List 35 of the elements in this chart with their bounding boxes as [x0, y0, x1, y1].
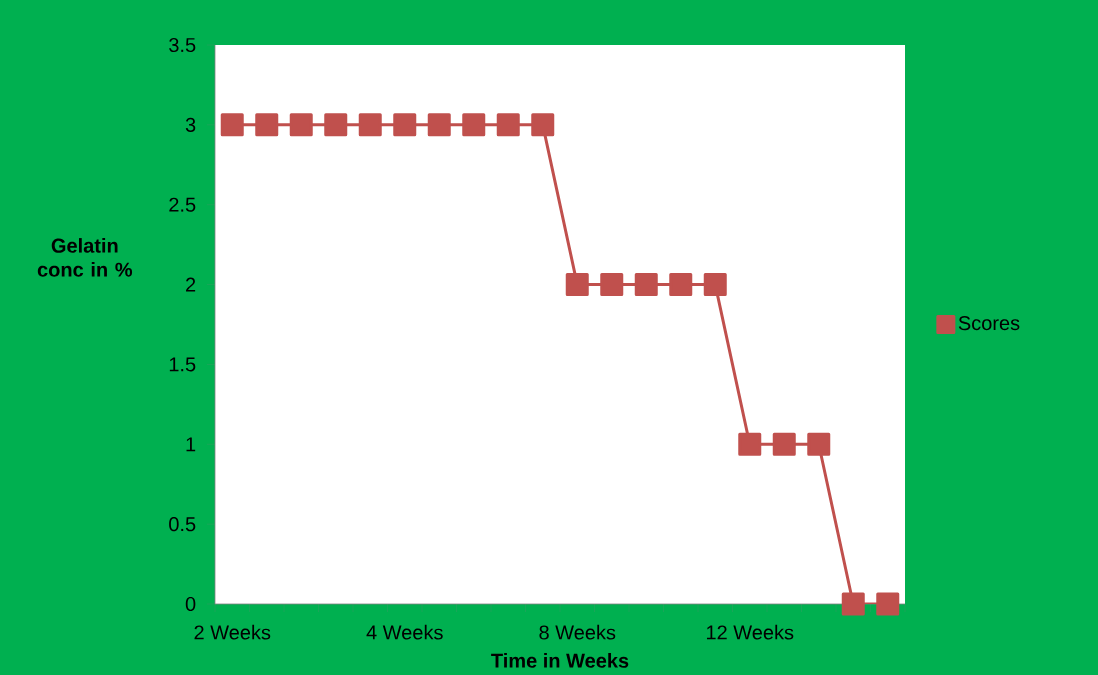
x-tick-label: 2 Weeks: [194, 624, 271, 640]
y-tick-label: 2.5: [169, 197, 196, 212]
x-tick-label: 8 Weeks: [539, 624, 616, 640]
point: [600, 273, 624, 297]
x-tick-label: 12 Weeks: [706, 624, 794, 640]
point: [324, 113, 348, 137]
point: [703, 273, 727, 297]
point: [669, 273, 693, 297]
x-tick-label: 4 Weeks: [366, 624, 443, 640]
point: [289, 113, 313, 137]
point: [634, 273, 658, 297]
y-tick-label: 3: [185, 117, 196, 132]
point: [462, 113, 486, 137]
y-tick-label: 0.5: [169, 517, 196, 532]
point: [427, 113, 451, 137]
y-axis-title: Gelatin conc in %: [37, 238, 133, 277]
y-tick-label: 1: [186, 437, 196, 452]
point: [220, 113, 244, 137]
point: [496, 113, 520, 137]
point: [772, 432, 796, 456]
y-tick-label: 3.5: [169, 37, 196, 53]
point: [807, 432, 831, 456]
x-axis-title: Time in Weeks: [491, 653, 629, 668]
point: [531, 113, 555, 137]
point: [738, 432, 762, 456]
point: [841, 592, 865, 616]
y-tick-label: 2: [186, 277, 196, 292]
y-tick-label: 1.5: [169, 357, 196, 372]
point: [876, 592, 900, 616]
point: [565, 273, 589, 297]
point: [358, 113, 382, 137]
y-tick-label: 0: [185, 596, 196, 612]
point: [393, 113, 417, 137]
legend-label: Scores: [958, 316, 1020, 331]
point: [255, 113, 279, 137]
